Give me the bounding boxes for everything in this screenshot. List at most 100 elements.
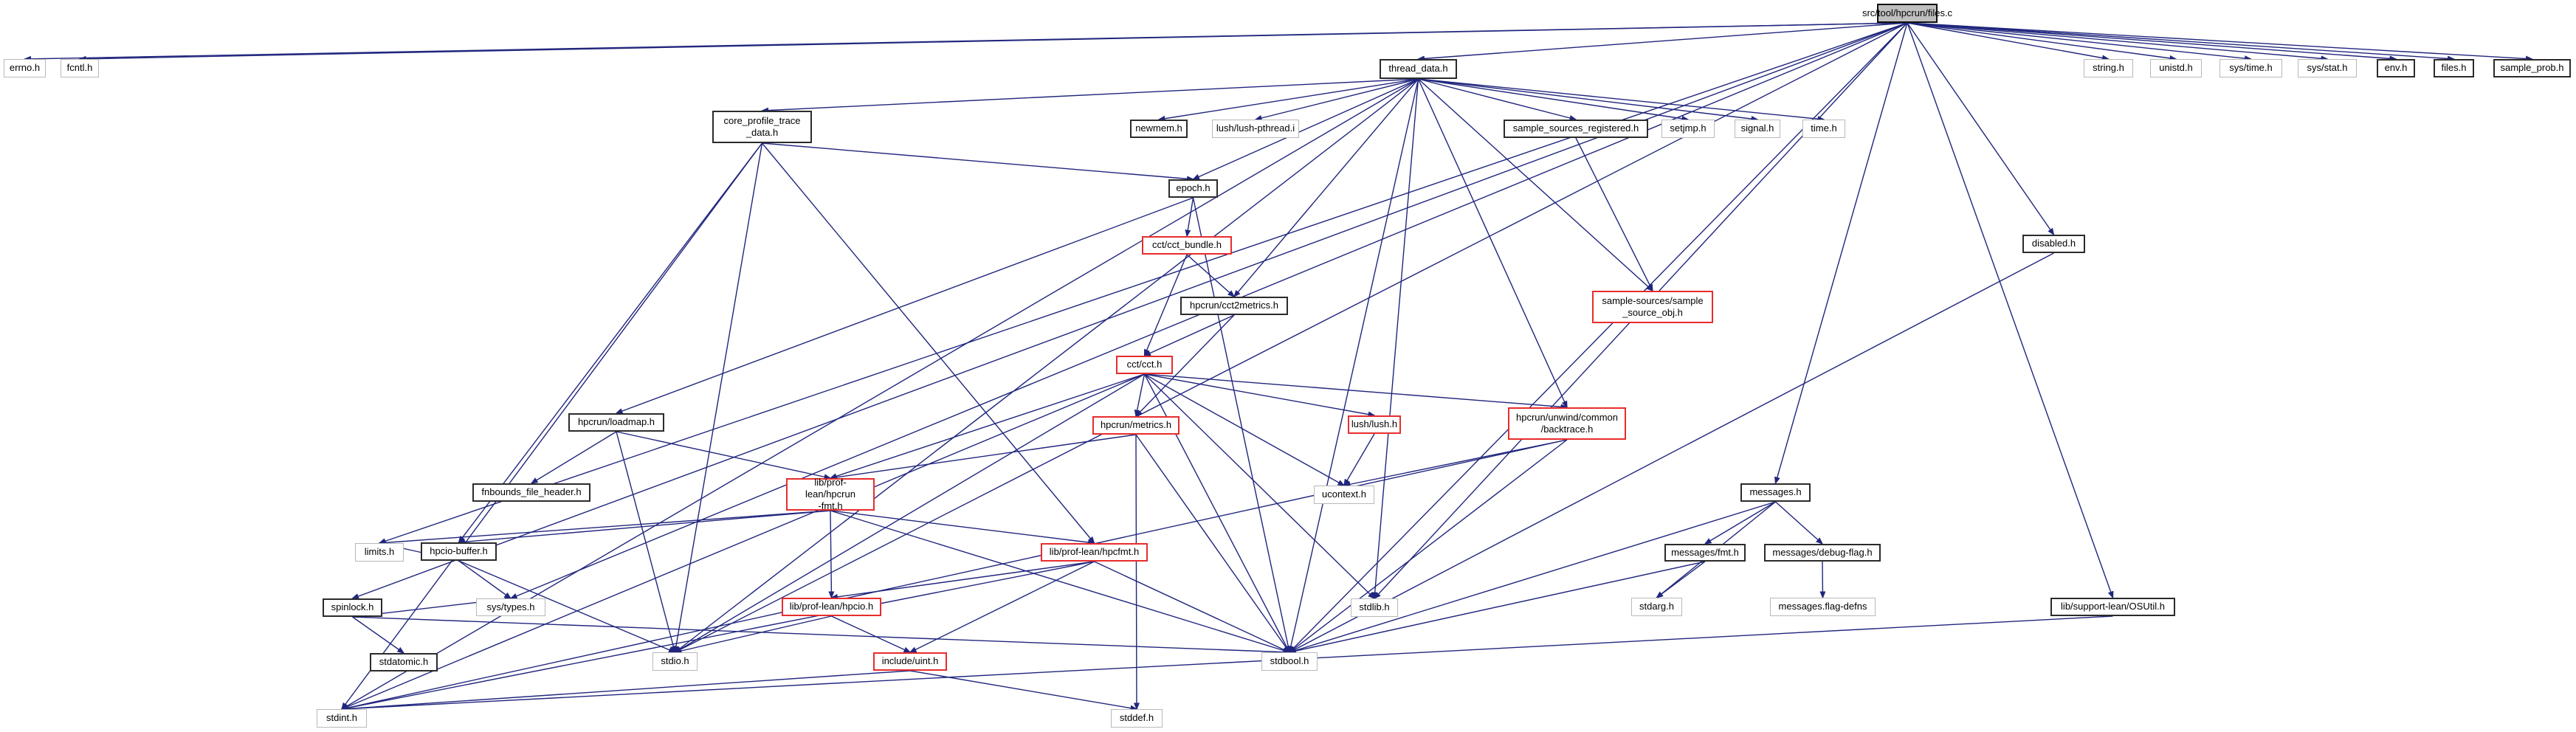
- edge-msg_fmt-to-stdbool: [1288, 561, 1706, 655]
- node-core_profile[interactable]: core_profile_trace _data.h: [712, 111, 812, 143]
- node-flag_defns: messages.flag-defns: [1770, 598, 1876, 616]
- edge-spinlock-to-stdatomic: [352, 616, 405, 654]
- node-epoch[interactable]: epoch.h: [1168, 179, 1218, 198]
- node-cct[interactable]: cct/cct.h: [1116, 356, 1173, 374]
- edge-files_c-to-env: [1907, 22, 2397, 62]
- edge-hpcio_buffer-to-sys_types: [458, 560, 512, 599]
- node-msg_debug_flag[interactable]: messages/debug-flag.h: [1764, 544, 1881, 562]
- node-files_h[interactable]: files.h: [2434, 59, 2474, 77]
- edge-thread_data-to-signal: [1418, 78, 1759, 122]
- node-hpcrun_fmt[interactable]: lib/prof-lean/hpcrun -fmt.h: [786, 477, 875, 511]
- node-messages[interactable]: messages.h: [1740, 483, 1811, 502]
- edge-thread_data-to-setjmp: [1418, 78, 1690, 122]
- edge-epoch-to-stdbool: [1192, 197, 1292, 654]
- edge-cct-to-hpcrun_fmt: [829, 373, 1145, 480]
- node-ucontext: ucontext.h: [1314, 486, 1374, 504]
- edge-files_c-to-thread_data: [1417, 22, 1908, 62]
- node-string: string.h: [2084, 59, 2133, 77]
- edge-hpcio_buffer-to-stdio: [458, 560, 676, 653]
- edge-uint-to-stdint: [340, 670, 911, 712]
- edge-hpcfmt-to-stdbool: [1094, 561, 1291, 653]
- node-files_c[interactable]: src/tool/hpcrun/files.c: [1862, 4, 1952, 23]
- edge-core_profile-to-stdint: [341, 142, 763, 711]
- node-stdarg: stdarg.h: [1631, 598, 1682, 616]
- edge-spinlock-to-stdbool: [352, 616, 1291, 655]
- edge-hpcfmt-to-hpcio: [830, 561, 1095, 600]
- node-backtrace[interactable]: hpcrun/unwind/common /backtrace.h: [1508, 407, 1626, 440]
- edge-hpcrun_fmt-to-hpcio_buffer: [458, 510, 831, 545]
- edge-hpcrun_fmt-to-stdbool: [830, 510, 1291, 654]
- edge-files_c-to-spinlock: [351, 22, 1908, 599]
- node-metrics[interactable]: hpcrun/metrics.h: [1092, 416, 1179, 435]
- node-uint[interactable]: include/uint.h: [873, 652, 947, 671]
- edge-msg_fmt-to-stdarg: [1656, 561, 1706, 598]
- node-sso[interactable]: sample-sources/sample _source_obj.h: [1592, 291, 1713, 323]
- node-stdatomic[interactable]: stdatomic.h: [370, 653, 438, 671]
- node-lush_pthread_i: lush/lush-pthread.i: [1212, 120, 1299, 138]
- edge-cct-to-metrics: [1134, 373, 1146, 418]
- edge-backtrace-to-stdint: [340, 439, 1568, 711]
- edge-cct-to-stdio: [674, 373, 1145, 653]
- edge-files_c-to-limits: [378, 22, 1908, 545]
- edge-cct_bundle-to-cct2metrics: [1186, 254, 1236, 297]
- node-stdbool: stdbool.h: [1261, 652, 1318, 671]
- node-errno: errno.h: [4, 59, 46, 77]
- node-hpcfmt[interactable]: lib/prof-lean/hpcfmt.h: [1041, 543, 1148, 562]
- node-hpcio[interactable]: lib/prof-lean/hpcio.h: [782, 598, 881, 616]
- edge-thread_data-to-ssr: [1418, 78, 1577, 121]
- edge-thread_data-to-sso: [1418, 78, 1654, 292]
- node-cct2metrics[interactable]: hpcrun/cct2metrics.h: [1180, 297, 1288, 315]
- edge-cct-to-stdlib: [1144, 373, 1376, 600]
- edge-thread_data-to-core_profile: [761, 78, 1419, 114]
- edge-lush-to-ucontext: [1343, 433, 1375, 487]
- edge-core_profile-to-epoch: [762, 142, 1194, 182]
- node-cct_bundle[interactable]: cct/cct_bundle.h: [1142, 236, 1232, 255]
- edge-msg_debug_flag-to-flag_defns: [1819, 561, 1826, 599]
- edge-hpcio-to-uint: [831, 615, 912, 653]
- edge-osutil-to-stdint: [340, 615, 2113, 712]
- edge-files_c-to-string: [1907, 22, 2110, 61]
- node-sys_types: sys/types.h: [476, 598, 545, 616]
- node-thread_data[interactable]: thread_data.h: [1380, 59, 1457, 79]
- node-hpcio_buffer[interactable]: hpcio-buffer.h: [421, 542, 497, 561]
- edge-thread_data-to-lush_pthread_i: [1254, 78, 1419, 121]
- edge-core_profile-to-stdio: [672, 142, 763, 654]
- node-fnbounds[interactable]: fnbounds_file_header.h: [472, 483, 590, 502]
- node-osutil[interactable]: lib/support-lean/OSUtil.h: [2050, 598, 2175, 616]
- node-loadmap[interactable]: hpcrun/loadmap.h: [568, 413, 664, 432]
- edge-files_c-to-sample_prob: [1907, 22, 2533, 62]
- edge-files_c-to-unistd: [1907, 22, 2177, 61]
- edge-messages-to-stdbool: [1288, 501, 1776, 654]
- edge-metrics-to-stddef: [1133, 434, 1140, 711]
- node-ssr[interactable]: sample_sources_registered.h: [1504, 120, 1648, 138]
- dependency-edges: [24, 22, 2533, 712]
- node-env[interactable]: env.h: [2377, 59, 2415, 77]
- edge-messages-to-msg_debug_flag: [1775, 501, 1824, 545]
- node-spinlock[interactable]: spinlock.h: [323, 598, 382, 617]
- node-newmem[interactable]: newmem.h: [1130, 120, 1188, 138]
- edge-cct2metrics-to-cct: [1143, 314, 1235, 356]
- node-setjmp: setjmp.h: [1661, 120, 1715, 138]
- node-limits: limits.h: [355, 543, 404, 562]
- edge-cct-to-lush: [1144, 373, 1376, 418]
- node-stdio: stdio.h: [652, 652, 698, 671]
- edge-metrics-to-hpcrun_fmt: [829, 434, 1137, 480]
- node-sys_stat: sys/stat.h: [2298, 59, 2357, 77]
- edge-hpcrun_fmt-to-limits: [378, 510, 831, 546]
- edge-thread_data-to-backtrace: [1417, 78, 1568, 409]
- edge-thread_data-to-newmem: [1157, 78, 1419, 122]
- edge-files_c-to-files_h: [1907, 22, 2455, 62]
- edge-files_c-to-fcntl: [78, 22, 1908, 62]
- node-lush[interactable]: lush/lush.h: [1348, 415, 1401, 434]
- edge-files_c-to-osutil: [1907, 22, 2114, 599]
- node-msg_fmt[interactable]: messages/fmt.h: [1664, 544, 1746, 562]
- edge-cct2metrics-to-metrics: [1134, 314, 1235, 418]
- node-disabled[interactable]: disabled.h: [2022, 235, 2085, 253]
- edge-thread_data-to-cct2metrics: [1233, 78, 1419, 298]
- node-sample_prob[interactable]: sample_prob.h: [2493, 59, 2571, 77]
- node-stdlib: stdlib.h: [1351, 598, 1398, 617]
- edge-cct-to-ucontext: [1144, 373, 1346, 486]
- edge-ssr-to-sso: [1575, 137, 1653, 292]
